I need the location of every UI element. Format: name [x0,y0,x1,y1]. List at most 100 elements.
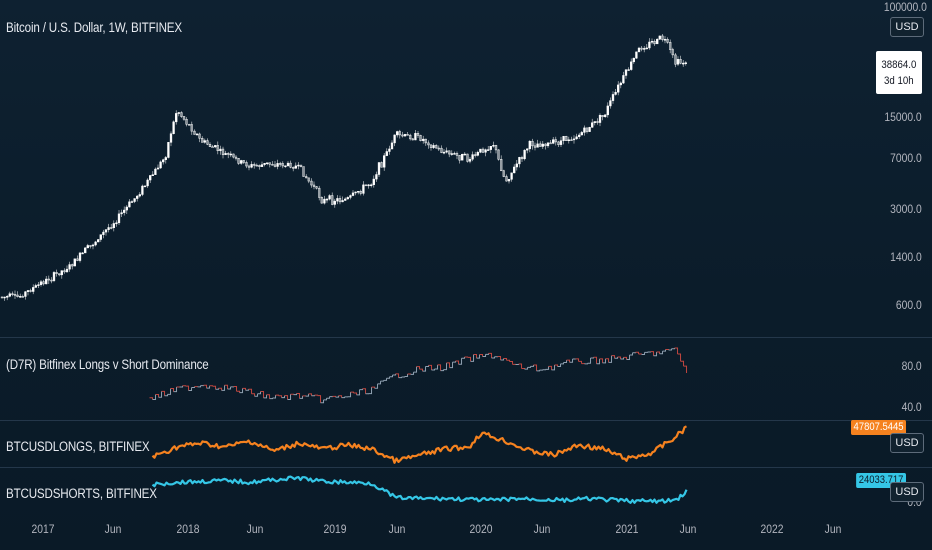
longs-title: BTCUSDLONGS, BITFINEX [6,439,150,454]
dominance-step [473,354,478,359]
dominance-step [527,366,532,368]
dominance-step [554,364,559,367]
shorts-chart[interactable] [0,468,932,512]
price-candle [536,139,539,148]
price-candle [247,164,251,171]
price-candle [526,148,529,154]
pane-divider[interactable] [0,467,932,468]
price-candle [190,121,193,135]
dominance-step [629,352,634,356]
price-candle [318,185,321,201]
time-tick: Jun [824,522,842,536]
price-candle [260,161,264,167]
time-tick: Jun [679,522,697,536]
price-candle [520,155,524,162]
price-candle [198,132,201,143]
dominance-step [617,356,622,359]
pane-divider[interactable] [0,420,932,421]
price-candle [403,133,407,137]
price-candle [143,185,147,188]
price-candle [336,195,339,205]
price-candle [682,59,685,67]
price-candle [645,44,648,50]
price-candle [630,58,633,71]
dominance-step [452,361,457,363]
price-candle [596,118,599,125]
shorts-pane[interactable]: BTCUSDSHORTS, BITFINEX 24033.717 0.0 USD [0,468,932,512]
dominance-step [557,363,562,367]
dominance-step [449,362,454,369]
price-candle [294,162,297,169]
longs-pane[interactable]: BTCUSDLONGS, BITFINEX 47807.5445 USD [0,420,932,467]
dominance-step [161,390,166,396]
price-candle [416,130,420,138]
dominance-step [218,387,223,391]
dominance-step [413,366,418,373]
price-candle [193,129,196,135]
dominance-step [593,356,598,364]
time-tick: Jun [388,522,406,536]
dominance-step [518,363,523,369]
dominance-step [488,352,493,359]
price-candle [531,138,534,150]
dominance-step [641,352,646,355]
dominance-pane[interactable]: (D7R) Bitfinex Longs v Short Dominance 8… [0,338,932,420]
shorts-currency-button[interactable]: USD [890,482,924,502]
price-candle [432,143,435,150]
price-candle [245,160,248,169]
price-candle [32,284,35,295]
pane-divider[interactable] [0,337,932,338]
price-candle [37,281,40,289]
dominance-step [299,395,304,399]
longs-currency-button[interactable]: USD [890,433,924,453]
dominance-step [467,356,472,362]
price-candle [26,290,30,296]
price-candle [429,144,433,151]
price-pane[interactable]: Bitcoin / U.S. Dollar, 1W, BITFINEX 1000… [0,0,932,337]
time-axis[interactable]: 2017 Jun 2018 Jun 2019 Jun 2020 Jun 2021… [0,512,932,550]
price-candle [188,123,191,126]
price-candle [611,91,615,104]
price-candle [234,155,238,161]
price-candle [24,291,27,300]
price-candle [541,140,544,150]
price-candle [229,151,232,158]
price-candle [635,51,638,59]
dominance-step [470,354,475,362]
dominance-step [428,364,433,370]
dominance-step [179,385,184,388]
dominance-step [677,353,682,362]
price-candle [528,140,531,153]
dominance-step [173,386,178,393]
price-candle [292,166,295,172]
price-candle [606,102,609,118]
dominance-step [383,378,388,381]
price-candle [650,38,654,45]
dominance-step [659,351,664,355]
price-candle [497,149,500,161]
dominance-step [272,395,277,399]
dominance-step [422,366,427,372]
price-candle [341,196,344,203]
price-candle [112,220,115,232]
dominance-step [269,398,274,400]
price-candle [437,145,440,152]
price-candle [195,132,199,136]
currency-button[interactable]: USD [890,17,924,37]
price-candle [266,162,269,166]
price-candle [396,130,399,138]
price-candle [325,197,329,203]
price-chart[interactable] [0,0,932,337]
longs-chart[interactable] [0,421,932,467]
price-candle [42,279,45,286]
price-candle [19,293,22,298]
price-candle [240,159,243,165]
price-candle [419,134,422,142]
dominance-step [404,373,409,377]
dominance-step [278,395,283,398]
price-candle [440,145,443,154]
dominance-chart[interactable] [0,338,932,420]
dominance-step [461,357,466,359]
price-candle [0,296,4,299]
price-candle [502,169,505,178]
